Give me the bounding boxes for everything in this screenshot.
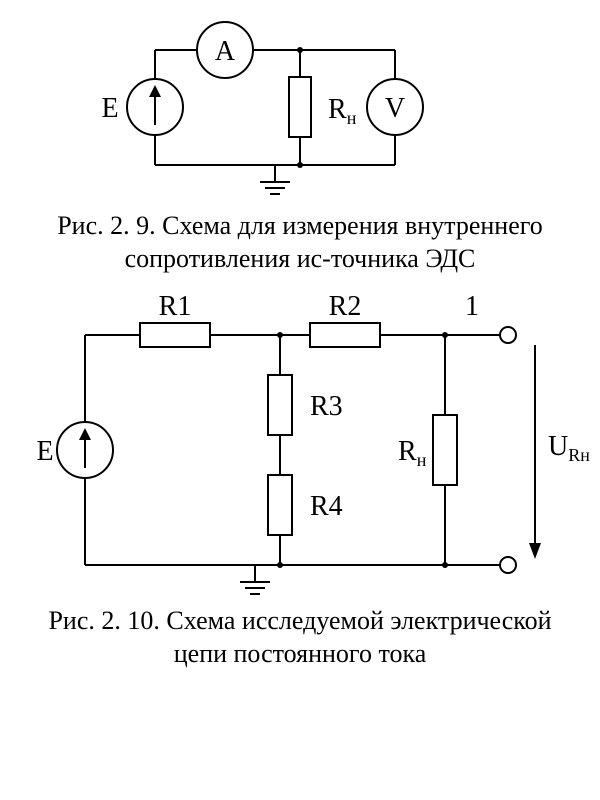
figure-1-schematic: A V E Rн <box>0 0 600 210</box>
figure-2-schematic: E R1 R2 R3 R4 1 Rн URн <box>0 275 600 605</box>
r3-label: R3 <box>310 391 343 422</box>
r4-label: R4 <box>310 491 343 522</box>
node1-label: 1 <box>465 291 479 322</box>
page: A V E Rн Рис. 2. 9. Схема для измерения … <box>0 0 600 800</box>
figure-2-caption: Рис. 2. 10. Схема исследуемой электричес… <box>20 605 580 670</box>
emf-label-2: E <box>36 436 53 467</box>
load-label-2: Rн <box>398 436 427 470</box>
emf-label-1: E <box>101 93 118 124</box>
ammeter-label: A <box>215 36 236 67</box>
load-label-1: Rн <box>328 94 357 128</box>
figure-1-caption: Рис. 2. 9. Схема для измерения внутренне… <box>20 210 580 275</box>
r2-label: R2 <box>329 291 362 322</box>
voltmeter-label: V <box>385 93 405 124</box>
u-label: URн <box>548 431 590 465</box>
r1-label: R1 <box>159 291 192 322</box>
